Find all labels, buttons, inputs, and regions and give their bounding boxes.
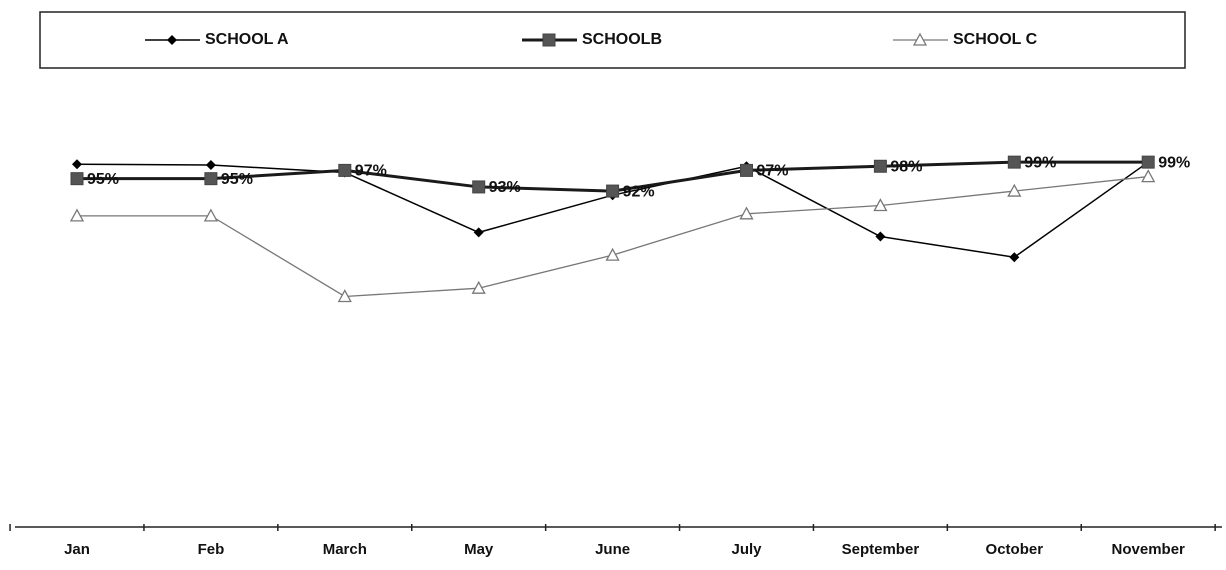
- marker: [912, 32, 928, 46]
- x-tick-label: May: [464, 541, 494, 558]
- marker: [472, 180, 486, 194]
- marker: [205, 160, 216, 171]
- data-label: 98%: [890, 158, 922, 175]
- data-label: 97%: [757, 163, 789, 180]
- marker: [167, 35, 177, 45]
- marker: [70, 172, 84, 186]
- data-label: 99%: [1024, 154, 1056, 171]
- x-tick-label: November: [1112, 541, 1186, 558]
- marker: [69, 208, 85, 222]
- marker: [1007, 155, 1021, 169]
- marker: [542, 33, 556, 47]
- x-tick-label: June: [595, 541, 630, 558]
- x-tick-label: September: [842, 541, 920, 558]
- marker: [1007, 183, 1022, 197]
- legend-label: SCHOOL A: [205, 31, 289, 48]
- data-label: 93%: [489, 179, 521, 196]
- marker: [203, 208, 218, 222]
- marker: [1141, 169, 1156, 183]
- marker: [740, 163, 753, 177]
- x-tick-label: Feb: [198, 541, 225, 558]
- marker: [337, 289, 352, 303]
- marker: [1141, 155, 1155, 169]
- legend-label: SCHOOLB: [582, 31, 662, 48]
- marker: [739, 206, 754, 220]
- x-tick-label: October: [986, 541, 1044, 558]
- marker: [605, 247, 620, 261]
- data-label: 99%: [1158, 154, 1190, 171]
- data-label: 92%: [623, 183, 655, 200]
- marker: [606, 184, 620, 198]
- x-tick-label: March: [323, 541, 367, 558]
- marker: [873, 198, 888, 212]
- marker: [471, 280, 486, 294]
- marker: [72, 159, 82, 170]
- marker: [338, 163, 352, 177]
- data-label: 97%: [355, 163, 387, 180]
- legend-box: [39, 11, 1186, 69]
- marker: [1009, 252, 1020, 263]
- marker: [473, 227, 484, 238]
- x-tick-label: July: [731, 541, 762, 558]
- legend-label: SCHOOL C: [953, 31, 1038, 48]
- data-label: 95%: [221, 171, 253, 188]
- marker: [873, 159, 887, 173]
- marker: [204, 172, 218, 186]
- marker: [875, 231, 886, 242]
- data-label: 95%: [87, 171, 119, 188]
- x-tick-label: Jan: [64, 541, 90, 558]
